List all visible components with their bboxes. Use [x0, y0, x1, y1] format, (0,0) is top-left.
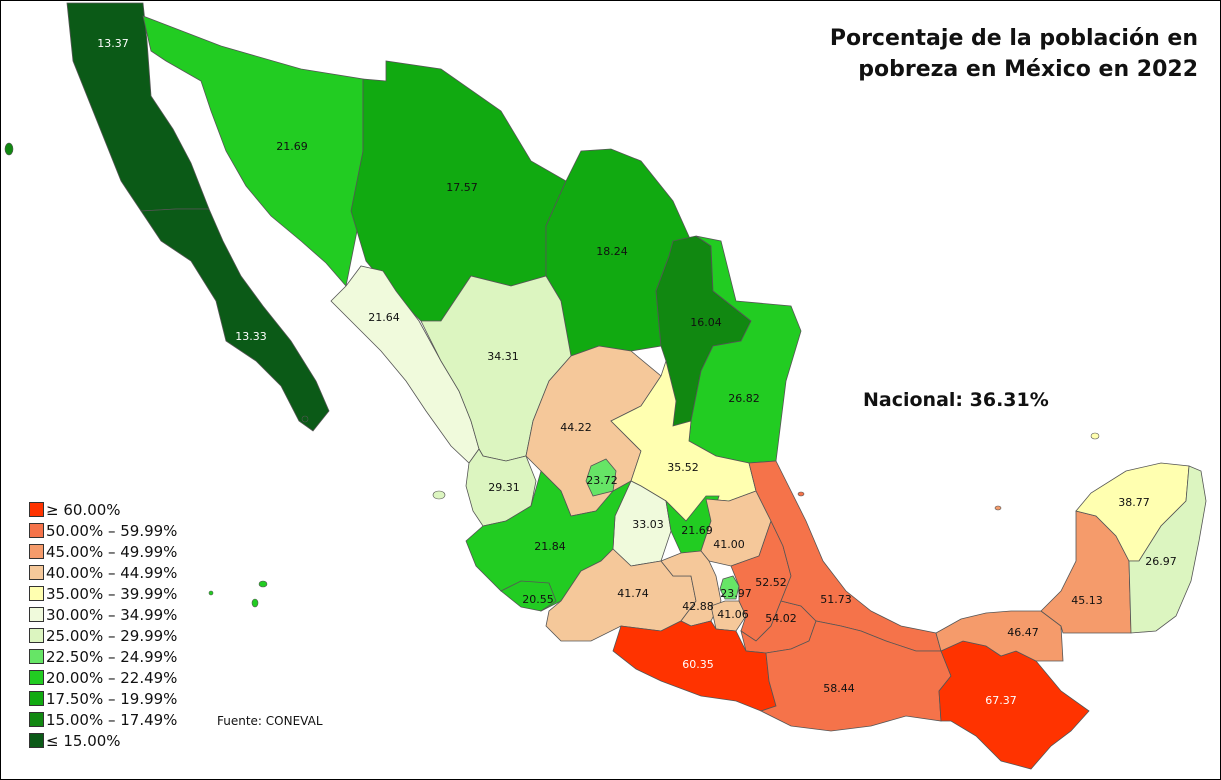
national-rate: Nacional: 36.31% — [863, 389, 1049, 411]
legend-item: 45.00% – 49.99% — [29, 541, 177, 562]
island — [797, 491, 805, 497]
legend-swatch — [29, 691, 44, 706]
legend-swatch — [29, 586, 44, 601]
legend-item: ≤ 15.00% — [29, 730, 177, 751]
label-coahuila: 18.24 — [596, 245, 628, 258]
legend-label: ≤ 15.00% — [46, 731, 121, 750]
legend-item: ≥ 60.00% — [29, 499, 177, 520]
label-aguascalientes: 23.72 — [586, 474, 618, 487]
state-tabasco — [935, 610, 1064, 662]
label-tabasco: 46.47 — [1007, 626, 1039, 639]
label-puebla-south: 54.02 — [765, 612, 797, 625]
label-campeche: 45.13 — [1071, 594, 1103, 607]
map-title-line-1: Porcentaje de la población en — [829, 26, 1198, 51]
legend-swatch — [29, 565, 44, 580]
legend-item: 35.00% – 39.99% — [29, 583, 177, 604]
legend-item: 30.00% – 34.99% — [29, 604, 177, 625]
legend-label: 17.50% – 19.99% — [46, 689, 178, 708]
label-quintana-roo: 26.97 — [1145, 555, 1177, 568]
legend-label: 25.00% – 29.99% — [46, 626, 178, 645]
state-sonora — [142, 15, 364, 287]
label-veracruz: 51.73 — [820, 593, 852, 606]
state-value-labels: 13.37 13.33 21.69 17.57 18.24 16.04 21.6… — [97, 37, 1177, 707]
state-quintana-roo — [1128, 465, 1207, 634]
legend-swatch — [29, 712, 44, 727]
legend-swatch — [29, 523, 44, 538]
legend-label: ≥ 60.00% — [46, 500, 121, 519]
island — [258, 580, 268, 588]
label-oaxaca: 58.44 — [823, 682, 855, 695]
legend-label: 30.00% – 34.99% — [46, 605, 178, 624]
label-chiapas: 67.37 — [985, 694, 1017, 707]
label-durango: 34.31 — [487, 350, 519, 363]
legend: ≥ 60.00% 50.00% – 59.99% 45.00% – 49.99%… — [29, 499, 177, 751]
legend-swatch — [29, 628, 44, 643]
legend-label: 40.00% – 44.99% — [46, 563, 178, 582]
label-jalisco: 21.84 — [534, 540, 566, 553]
legend-swatch — [29, 733, 44, 748]
legend-item: 20.00% – 22.49% — [29, 667, 177, 688]
label-michoacan: 41.74 — [617, 587, 649, 600]
legend-label: 15.00% – 17.49% — [46, 710, 178, 729]
state-colima — [500, 580, 557, 612]
island — [208, 590, 214, 596]
label-san-luis-potosi: 35.52 — [667, 461, 699, 474]
legend-item: 17.50% – 19.99% — [29, 688, 177, 709]
label-morelos: 41.06 — [717, 608, 749, 621]
legend-label: 35.00% – 39.99% — [46, 584, 178, 603]
source-credit: Fuente: CONEVAL — [217, 714, 323, 728]
islands — [4, 142, 1100, 608]
legend-label: 50.00% – 59.99% — [46, 521, 178, 540]
state-baja-california-sur — [140, 208, 330, 432]
label-baja-california-sur: 13.33 — [235, 330, 267, 343]
legend-swatch — [29, 649, 44, 664]
label-puebla: 52.52 — [755, 576, 787, 589]
label-ciudad-de-mexico: 23.97 — [720, 587, 752, 600]
label-tamaulipas: 26.82 — [728, 392, 760, 405]
label-queretaro: 21.69 — [681, 524, 713, 537]
legend-swatch — [29, 670, 44, 685]
legend-item: 22.50% – 24.99% — [29, 646, 177, 667]
legend-item: 40.00% – 44.99% — [29, 562, 177, 583]
label-nuevo-leon: 16.04 — [690, 316, 722, 329]
label-chihuahua: 17.57 — [446, 181, 478, 194]
legend-label: 22.50% – 24.99% — [46, 647, 178, 666]
label-hidalgo: 41.00 — [713, 538, 745, 551]
label-colima: 20.55 — [522, 593, 554, 606]
map-title-line-2: pobreza en México en 2022 — [858, 57, 1198, 82]
island — [432, 490, 446, 500]
island — [301, 415, 309, 423]
label-sonora: 21.69 — [276, 140, 308, 153]
island — [1090, 432, 1100, 440]
legend-swatch — [29, 607, 44, 622]
label-estado-de-mexico: 42.88 — [682, 600, 714, 613]
label-zacatecas: 44.22 — [560, 421, 592, 434]
island — [4, 142, 14, 156]
label-baja-california: 13.37 — [97, 37, 129, 50]
label-sinaloa: 21.64 — [368, 311, 400, 324]
legend-swatch — [29, 544, 44, 559]
legend-swatch — [29, 502, 44, 517]
label-guanajuato: 33.03 — [632, 518, 664, 531]
island — [251, 598, 259, 608]
legend-item: 50.00% – 59.99% — [29, 520, 177, 541]
legend-label: 45.00% – 49.99% — [46, 542, 178, 561]
label-yucatan: 38.77 — [1118, 496, 1150, 509]
label-guerrero: 60.35 — [682, 658, 714, 671]
state-ciudad-de-mexico — [719, 575, 740, 600]
map-title: Porcentaje de la población en pobreza en… — [830, 23, 1198, 85]
legend-item: 25.00% – 29.99% — [29, 625, 177, 646]
label-nayarit: 29.31 — [488, 481, 520, 494]
legend-item: 15.00% – 17.49% — [29, 709, 177, 730]
island — [994, 505, 1002, 511]
legend-label: 20.00% – 22.49% — [46, 668, 178, 687]
